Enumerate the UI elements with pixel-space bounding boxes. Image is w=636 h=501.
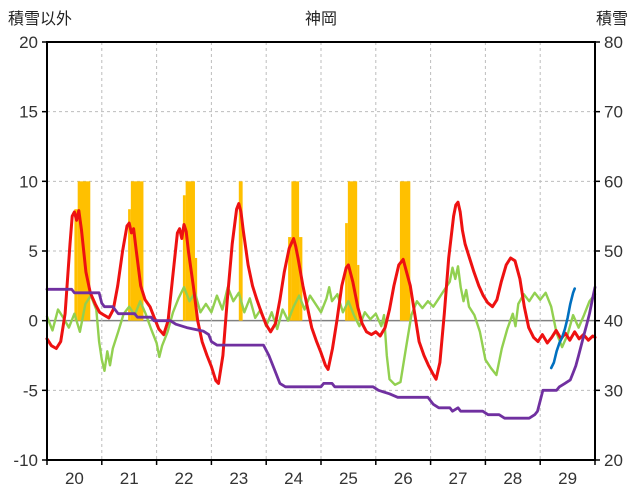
chart-title: 神岡 [304,11,337,28]
line-snow-depth [45,285,597,420]
bar-sunshine [128,209,131,321]
left-axis-title: 積雪以外 [8,11,73,28]
svg-text:0: 0 [29,312,38,331]
svg-text:21: 21 [120,469,139,488]
svg-text:27: 27 [449,469,468,488]
svg-text:24: 24 [284,469,303,488]
bar-sunshine [182,195,186,321]
bar-sunshine [185,181,195,321]
right-axis-title: 積雪 [595,11,628,28]
svg-text:-10: -10 [13,451,38,470]
svg-text:15: 15 [19,103,38,122]
svg-text:10: 10 [19,172,38,191]
line-temperature [45,200,597,385]
bar-sunshine [357,264,360,321]
svg-text:20: 20 [19,33,38,52]
svg-text:23: 23 [229,469,248,488]
svg-text:50: 50 [604,242,623,261]
svg-text:60: 60 [604,172,623,191]
svg-text:30: 30 [604,381,623,400]
bar-sunshine [288,237,292,321]
svg-text:80: 80 [604,33,623,52]
svg-text:20: 20 [604,451,623,470]
bar-sunshine [399,181,411,321]
svg-text:29: 29 [558,469,577,488]
line-green-series [45,265,597,386]
line-blue-series [549,287,577,370]
svg-text:22: 22 [175,469,194,488]
svg-text:20: 20 [65,469,84,488]
svg-text:25: 25 [339,469,358,488]
svg-text:28: 28 [503,469,522,488]
svg-text:40: 40 [604,312,623,331]
bar-sunshine [74,209,78,321]
bar-sunshine [238,181,243,321]
svg-text:70: 70 [604,103,623,122]
svg-text:-5: -5 [23,381,38,400]
svg-text:26: 26 [394,469,413,488]
svg-text:5: 5 [29,242,38,261]
bar-sunshine [194,257,198,321]
bar-sunshine [347,181,358,321]
